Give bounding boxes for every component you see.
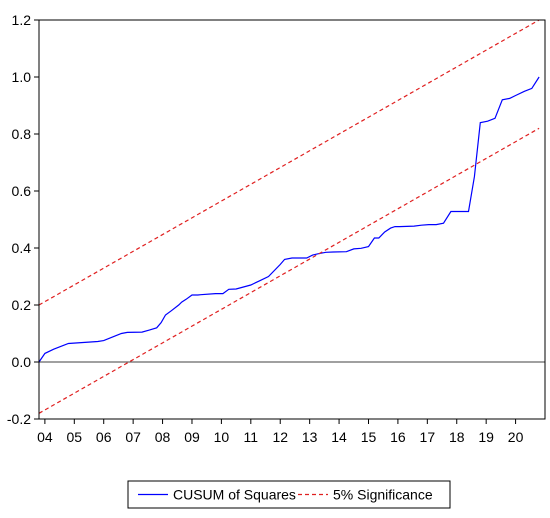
x-tick-label: 15 (361, 429, 377, 445)
y-tick-label: 0.2 (12, 297, 32, 313)
legend-box (127, 480, 451, 509)
x-axis-ticks: 04 05 06 07 08 09 10 11 12 13 14 15 16 17 18 19 20 (37, 419, 524, 445)
upper-significance-line (38, 19, 540, 306)
y-tick-label: 1.2 (12, 12, 32, 28)
x-tick-label: 16 (390, 429, 406, 445)
x-tick-label: 12 (272, 429, 288, 445)
x-tick-label: 09 (184, 429, 200, 445)
lower-significance-line (38, 127, 540, 414)
x-tick-label: 11 (244, 429, 259, 445)
x-tick-label: 17 (420, 429, 436, 445)
x-tick-label: 13 (302, 429, 318, 445)
x-tick-label: 14 (331, 429, 347, 445)
plot-frame (38, 19, 546, 420)
y-tick-label: 1.0 (12, 69, 32, 85)
cusum-squares-line (38, 76, 540, 363)
x-tick-label: 07 (125, 429, 141, 445)
legend-significance-label: 5% Significance (333, 487, 433, 503)
legend: CUSUM of Squares 5% Significance (127, 480, 451, 509)
y-tick-label: -0.2 (7, 411, 31, 427)
y-tick-label: 0.8 (12, 126, 32, 142)
x-tick-label: 10 (214, 429, 230, 445)
y-tick-label: 0.4 (12, 240, 32, 256)
y-axis-ticks: -0.2 0.0 0.2 0.4 0.6 0.8 1.0 1.2 (7, 12, 39, 427)
x-tick-label: 20 (508, 429, 524, 445)
x-tick-label: 18 (449, 429, 465, 445)
x-tick-label: 04 (37, 429, 53, 445)
x-tick-label: 05 (67, 429, 83, 445)
x-tick-label: 06 (96, 429, 112, 445)
legend-cusum-label: CUSUM of Squares (173, 487, 296, 503)
x-tick-label: 08 (155, 429, 171, 445)
y-tick-label: 0.0 (12, 354, 32, 370)
y-tick-label: 0.6 (12, 183, 32, 199)
series-layer (38, 19, 540, 414)
x-tick-label: 19 (478, 429, 494, 445)
